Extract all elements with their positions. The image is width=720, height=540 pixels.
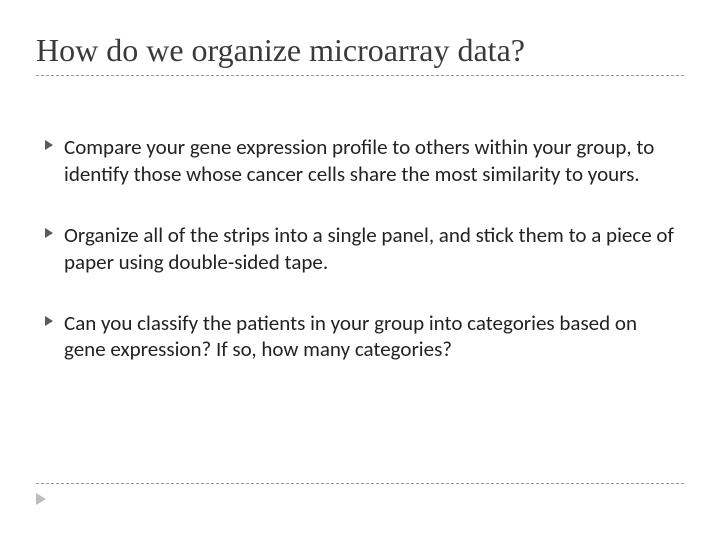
triangle-bullet-icon: [40, 228, 58, 238]
list-item: Compare your gene expression profile to …: [40, 134, 676, 188]
bullet-text: Organize all of the strips into a single…: [64, 222, 676, 276]
bullet-text: Can you classify the patients in your gr…: [64, 310, 676, 364]
footer-triangle-icon: [36, 491, 46, 510]
slide: How do we organize microarray data? Comp…: [0, 0, 720, 540]
list-item: Organize all of the strips into a single…: [40, 222, 676, 276]
footer-divider: [36, 483, 684, 484]
triangle-bullet-icon: [40, 140, 58, 150]
list-item: Can you classify the patients in your gr…: [40, 310, 676, 364]
bullet-list: Compare your gene expression profile to …: [36, 134, 684, 363]
triangle-bullet-icon: [40, 316, 58, 326]
bullet-text: Compare your gene expression profile to …: [64, 134, 676, 188]
slide-title: How do we organize microarray data?: [36, 32, 684, 76]
